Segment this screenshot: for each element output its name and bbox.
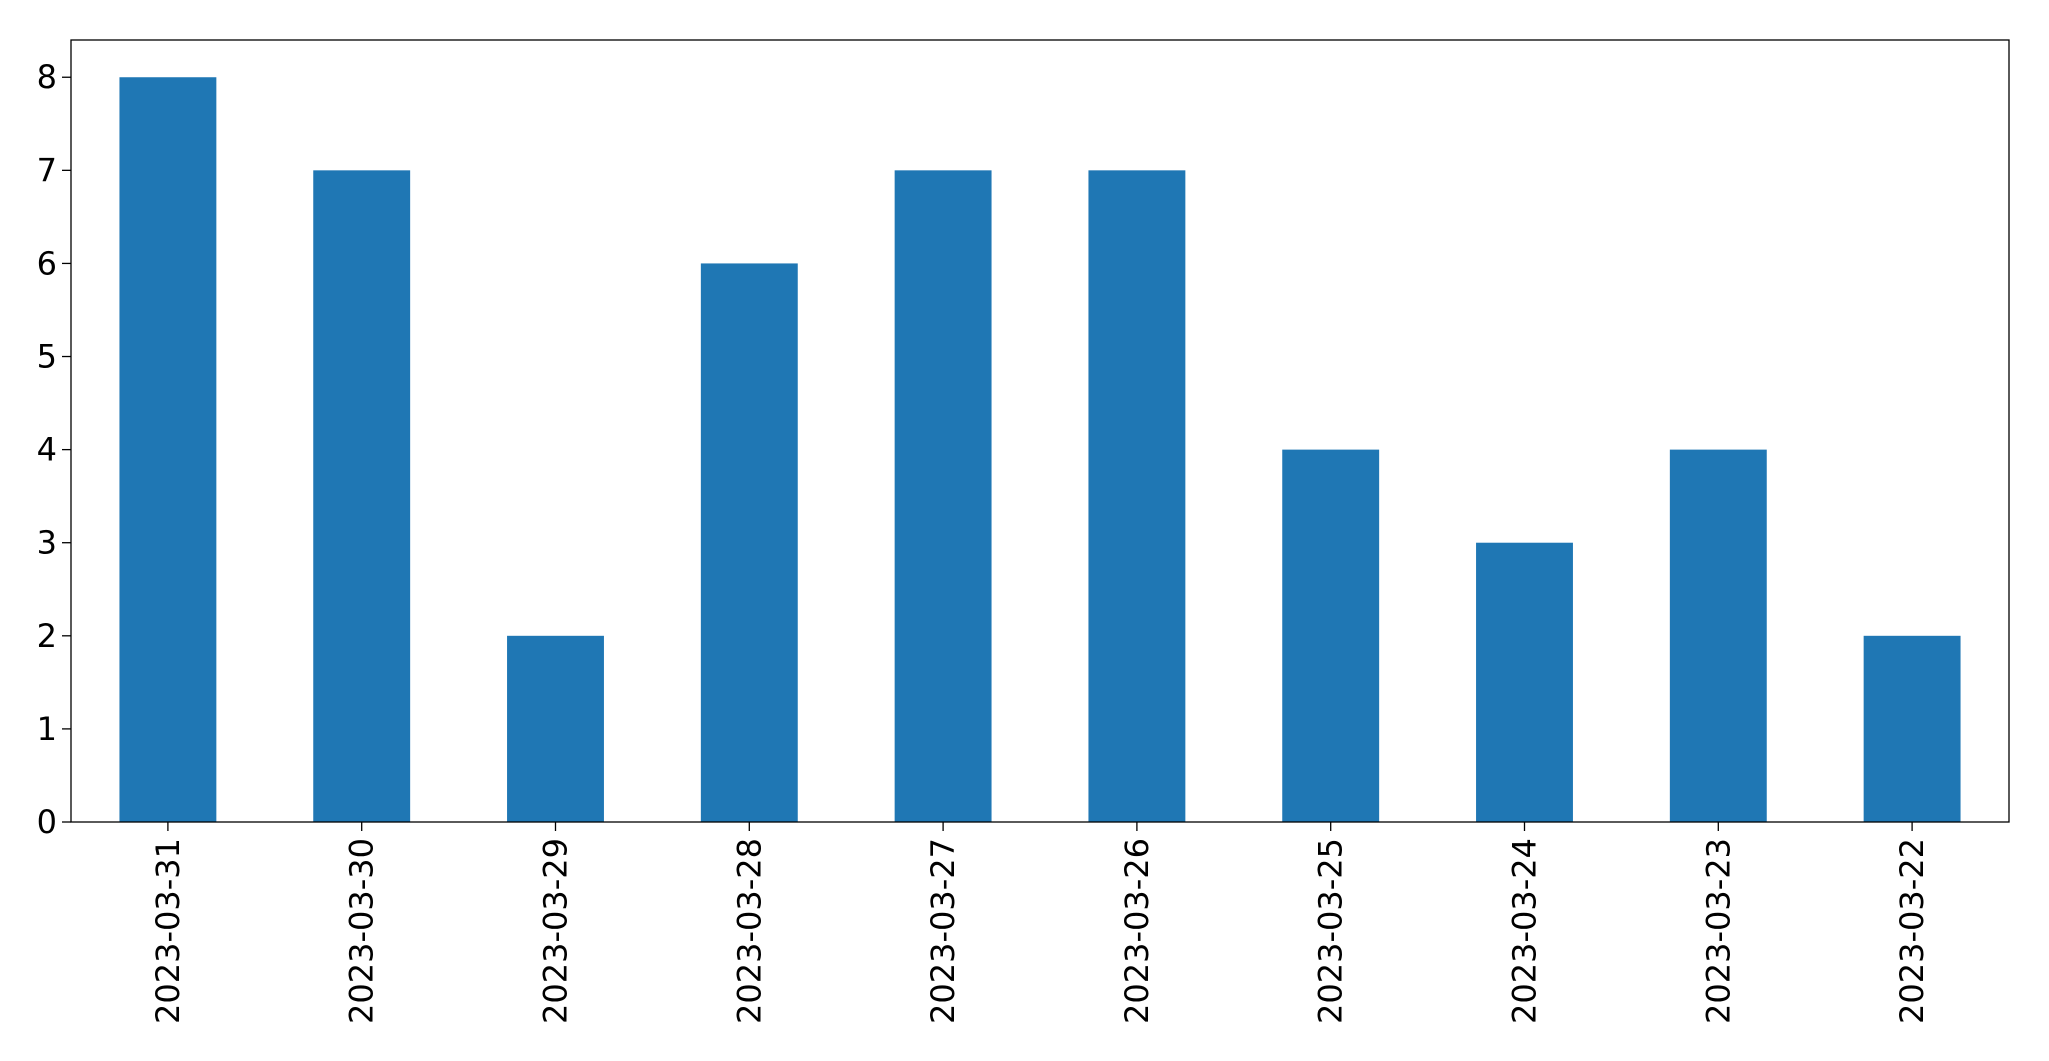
- x-tick-label: 2023-03-29: [537, 838, 575, 1024]
- x-tick-label: 2023-03-24: [1506, 838, 1544, 1024]
- bar: [313, 170, 411, 823]
- y-tick-label: 4: [37, 431, 57, 469]
- bar: [1282, 449, 1380, 822]
- bar: [894, 170, 992, 823]
- y-tick-label: 2: [37, 617, 57, 655]
- bar: [507, 635, 604, 822]
- x-tick-label: 2023-03-27: [924, 838, 962, 1024]
- x-tick-label: 2023-03-22: [1893, 838, 1931, 1024]
- x-tick-label: 2023-03-26: [1118, 838, 1156, 1024]
- x-tick-label: 2023-03-25: [1312, 838, 1350, 1024]
- y-tick-label: 1: [37, 710, 57, 748]
- bar: [1863, 635, 1961, 822]
- x-tick-label: 2023-03-28: [730, 838, 768, 1024]
- plot-frame: [70, 39, 2010, 823]
- x-tick-label: 2023-03-31: [149, 838, 187, 1024]
- x-tick-label: 2023-03-30: [343, 838, 381, 1024]
- y-tick-label: 8: [37, 58, 57, 96]
- y-tick-label: 6: [37, 244, 57, 282]
- bar: [1476, 542, 1573, 822]
- y-tick-label: 0: [37, 803, 57, 841]
- y-tick-label: 5: [37, 338, 57, 376]
- bar: [1669, 449, 1767, 822]
- y-tick-label: 7: [37, 151, 57, 189]
- x-tick-label: 2023-03-23: [1699, 838, 1737, 1024]
- bar: [1088, 170, 1186, 823]
- bar: [119, 77, 217, 822]
- bar: [700, 263, 798, 822]
- y-tick-label: 3: [37, 524, 57, 562]
